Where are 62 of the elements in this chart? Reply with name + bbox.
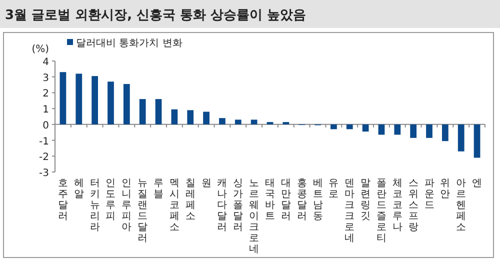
bar: [171, 109, 178, 124]
y-tick-label: 1: [42, 104, 49, 116]
bar: [60, 72, 66, 124]
x-tick-label: 아르헨페소: [456, 178, 466, 233]
x-tick-label: 루블: [154, 178, 164, 200]
y-tick-label: -3: [39, 168, 49, 179]
yaxis: -3 -2 -1 0 1 2 3 4: [39, 57, 56, 179]
x-tick-label: 스위스프랑: [408, 178, 418, 233]
bar: [108, 82, 114, 124]
y-axis-title: (%): [32, 44, 50, 55]
y-tick-label: -2: [39, 152, 49, 164]
x-tick-label: 싱가폴달러: [233, 178, 244, 233]
x-tick-label: 헤알: [74, 178, 84, 200]
y-tick-label: 2: [42, 88, 49, 100]
bar: [394, 124, 401, 135]
bar: [139, 99, 146, 124]
bar: [410, 124, 417, 138]
bar: [442, 124, 448, 142]
x-tick-label: 엔: [472, 178, 482, 189]
bar: [474, 124, 480, 158]
bar: [426, 124, 432, 138]
x-tick-label: 인니루피아: [122, 178, 132, 233]
x-tick-label: 캐나다달러: [217, 178, 228, 233]
x-tick-label: 체코코루나: [392, 178, 402, 233]
legend-label: 달러대비 통화가치 변화: [76, 38, 182, 49]
bar: [234, 120, 242, 124]
x-tick-label: 위안: [440, 178, 450, 200]
x-tick-label: 덴마크크로네: [344, 178, 355, 244]
bar: [203, 112, 210, 124]
bar: [378, 124, 385, 135]
bar: [155, 99, 162, 124]
x-tick-label: 폴란드즐로티: [376, 178, 386, 244]
x-tick-label: 홍콩달러: [296, 178, 307, 222]
x-tick-label: 대만달러: [280, 178, 291, 222]
y-tick-label: -1: [39, 136, 49, 148]
x-tick-label: 말련링깃: [360, 178, 371, 222]
y-tick-label: 3: [42, 72, 49, 84]
bar: [458, 124, 464, 152]
bar: [187, 110, 194, 124]
y-tick-label: 4: [42, 57, 49, 68]
bar: [330, 124, 337, 130]
x-tick-label: 호주달러: [58, 178, 68, 222]
x-tick-label: 칠레페소: [185, 178, 196, 222]
bar: [76, 74, 82, 124]
x-tick-label: 멕시코페소: [169, 178, 180, 233]
y-tick-label: 0: [42, 120, 49, 132]
x-tick-label: 원: [201, 178, 212, 189]
bar: [346, 124, 353, 130]
chart-title: 3월 글로벌 외환시장, 신흥국 통화 상승률이 높았음: [5, 8, 306, 23]
bar: [123, 84, 130, 124]
bar: [362, 124, 369, 132]
x-tick-label: 뉴질랜드달러: [138, 178, 148, 244]
x-tick-label: 인도루피: [106, 178, 116, 222]
x-tick-label: 태국바트: [265, 178, 275, 222]
bar: [219, 118, 226, 124]
x-tick-label: 파운드: [424, 178, 434, 211]
x-tick-label: 노르웨이크로네: [249, 178, 260, 255]
x-tick-label: 베트남동: [312, 178, 323, 222]
bar: [92, 76, 98, 124]
bar: [250, 120, 258, 124]
x-tick-label: 터키뉴리라: [90, 178, 100, 233]
x-tick-label: 유로: [328, 178, 339, 200]
